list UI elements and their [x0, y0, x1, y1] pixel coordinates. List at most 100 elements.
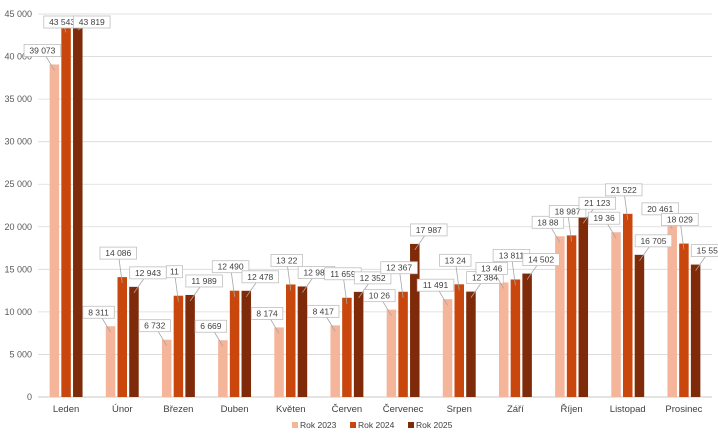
bar	[510, 279, 521, 397]
data-label: 18 029	[667, 215, 693, 225]
data-label-box	[548, 204, 587, 218]
y-tick-label: 20 000	[4, 222, 32, 232]
data-label-box	[416, 278, 455, 292]
data-label-box	[634, 234, 673, 248]
bar	[386, 309, 397, 397]
category-label: Květen	[276, 404, 306, 415]
data-label-box	[194, 319, 228, 333]
data-label-box	[138, 319, 171, 333]
data-label: 39 073	[29, 45, 55, 55]
y-tick-label: 40 000	[4, 52, 32, 62]
data-label: 11 989	[191, 276, 217, 286]
bar	[61, 26, 71, 397]
data-label: 15 558	[697, 246, 718, 256]
data-label: 12 384	[472, 273, 498, 283]
bar	[218, 340, 228, 397]
legend-label: Rok 2025	[416, 420, 453, 430]
bar	[185, 294, 195, 397]
category-label: Červenec	[383, 404, 424, 415]
category-label: Leden	[53, 404, 79, 415]
category-label: Září	[507, 404, 524, 415]
bar	[330, 325, 340, 397]
data-label: 6 669	[200, 321, 222, 331]
grid-lines	[38, 13, 712, 398]
data-label: 8 311	[88, 307, 109, 317]
data-label: 21 123	[584, 198, 610, 208]
bar	[690, 264, 701, 397]
category-label: Duben	[221, 404, 249, 415]
data-label-box	[211, 260, 250, 274]
y-tick-label: 0	[27, 392, 32, 402]
data-label-box	[578, 196, 616, 210]
data-label-box	[690, 244, 718, 257]
data-label-box	[353, 271, 392, 285]
bar	[398, 291, 408, 397]
data-label: 11 659	[330, 269, 356, 279]
y-tick-label: 10 000	[4, 307, 32, 317]
bar	[286, 284, 296, 397]
data-labels: 39 073 43 543 43 819 8 311 14 086 12 943 6 732…	[23, 15, 718, 347]
data-label-box	[522, 253, 560, 266]
bar	[667, 222, 677, 397]
bar	[454, 284, 464, 397]
data-label: 14 086	[105, 248, 131, 258]
data-label: 13 24	[445, 255, 467, 265]
data-label: 20 461	[647, 204, 673, 214]
data-label-box	[380, 261, 418, 275]
data-label: 13 22	[276, 255, 298, 265]
data-label: 16 705	[640, 236, 666, 246]
bar	[522, 273, 532, 397]
bar	[410, 243, 420, 397]
legend-swatch	[350, 422, 356, 428]
y-tick-label: 35 000	[4, 94, 32, 104]
category-label: Srpen	[447, 404, 472, 415]
bar	[117, 277, 127, 397]
bar	[105, 326, 116, 397]
bar	[173, 295, 184, 397]
data-label: 8 174	[256, 308, 278, 318]
y-tick-label: 15 000	[4, 264, 32, 274]
data-label: 12 943	[135, 268, 161, 278]
category-labels: Leden Únor Březen Duben Květen Červen Červenec…	[53, 404, 703, 415]
y-tick-label: 5 000	[9, 349, 32, 359]
data-label: 11	[170, 267, 179, 277]
data-label: 43 819	[79, 17, 105, 27]
y-axis-ticks: 0 5 000 10 000 15 000 20 000 25 000 30 000 35 0…	[4, 9, 32, 402]
data-label: 19 36	[593, 213, 615, 223]
data-label: 12 478	[247, 272, 273, 282]
data-label: 10 26	[369, 291, 391, 301]
y-tick-label: 45 000	[4, 9, 32, 19]
bar	[129, 286, 139, 397]
legend-label: Rok 2024	[358, 420, 395, 430]
bar	[161, 339, 172, 397]
data-label-box	[82, 305, 115, 319]
data-label: 21 522	[611, 185, 637, 195]
data-label: 13 811	[499, 250, 525, 260]
bar	[578, 217, 589, 397]
legend-swatch	[292, 422, 298, 428]
data-label: 6 732	[144, 321, 166, 331]
data-label-box	[641, 202, 679, 216]
bar	[73, 24, 83, 397]
legend: Rok 2023 Rok 2024 Rok 2025	[292, 420, 453, 430]
data-label: 12 987	[303, 267, 329, 277]
category-label: Listopad	[610, 404, 646, 415]
bars	[49, 24, 701, 397]
data-label-box	[363, 289, 396, 303]
data-label-box	[410, 223, 448, 237]
data-label: 17 987	[416, 225, 442, 235]
data-label-box	[475, 262, 508, 275]
data-label: 18 88	[537, 217, 559, 227]
data-label: 8 417	[313, 306, 335, 316]
y-tick-label: 25 000	[4, 179, 32, 189]
bar	[241, 290, 252, 397]
bar	[353, 291, 364, 397]
y-tick-label: 30 000	[4, 137, 32, 147]
category-label: Březen	[163, 404, 193, 415]
data-label-box	[270, 254, 303, 267]
data-label-box	[165, 265, 183, 279]
data-label: 12 490	[218, 262, 244, 272]
category-label: Říjen	[560, 404, 582, 415]
bar	[342, 297, 352, 397]
data-label: 43 543	[49, 17, 75, 27]
